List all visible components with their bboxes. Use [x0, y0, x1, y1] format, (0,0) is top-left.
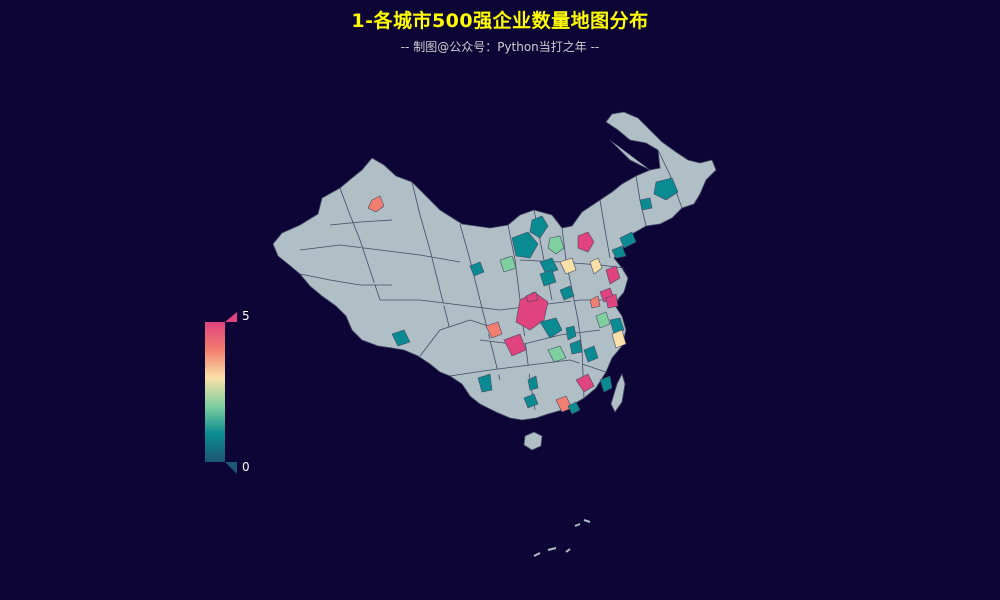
city-region-13[interactable]: [503, 333, 527, 357]
city-region-5[interactable]: [605, 265, 621, 285]
city-region-0[interactable]: [367, 195, 385, 213]
city-region-16[interactable]: [609, 317, 625, 335]
city-region-12[interactable]: [485, 321, 503, 339]
visual-map-max-handle[interactable]: [225, 312, 237, 322]
city-region-26[interactable]: [567, 401, 581, 415]
city-region-10[interactable]: [515, 291, 549, 331]
visual-map-legend: [205, 312, 237, 474]
city-region-18[interactable]: [525, 291, 539, 303]
city-region-39[interactable]: [611, 245, 627, 259]
city-region-24[interactable]: [523, 393, 539, 409]
city-region-35[interactable]: [569, 339, 583, 355]
visual-map-max-label: 5: [242, 309, 250, 323]
city-region-3[interactable]: [511, 231, 539, 259]
city-region-2[interactable]: [529, 215, 549, 239]
city-region-31[interactable]: [539, 269, 557, 287]
city-region-19[interactable]: [469, 261, 485, 277]
south-sea-islets: [533, 519, 591, 557]
city-region-38[interactable]: [589, 295, 601, 309]
city-region-17[interactable]: [559, 285, 575, 301]
city-region-22[interactable]: [547, 345, 567, 363]
city-region-23[interactable]: [575, 373, 595, 393]
city-region-34[interactable]: [583, 345, 599, 363]
city-region-32[interactable]: [391, 329, 411, 347]
mainland-china[interactable]: [272, 111, 717, 421]
visual-map-gradient-bar[interactable]: [205, 322, 225, 462]
city-region-33[interactable]: [499, 255, 517, 273]
city-region-20[interactable]: [611, 329, 627, 349]
city-region-9[interactable]: [619, 231, 637, 249]
city-region-11[interactable]: [539, 317, 563, 339]
city-region-1[interactable]: [577, 231, 595, 253]
taiwan-island[interactable]: [610, 372, 626, 413]
city-region-7[interactable]: [653, 177, 679, 201]
city-region-6[interactable]: [589, 257, 603, 275]
city-region-4[interactable]: [547, 235, 565, 255]
chart-title: 1-各城市500强企业数量地图分布: [351, 10, 649, 32]
hainan-island[interactable]: [523, 431, 543, 451]
city-region-21[interactable]: [477, 373, 493, 393]
city-region-29[interactable]: [539, 257, 559, 275]
visual-map-min-label: 0: [242, 460, 250, 474]
city-region-37[interactable]: [527, 375, 539, 391]
city-region-15[interactable]: [595, 311, 611, 329]
city-region-27[interactable]: [599, 375, 613, 393]
city-regions: [367, 177, 679, 415]
chart-subtitle: -- 制图@公众号：Python当打之年 --: [400, 40, 600, 54]
city-region-14[interactable]: [565, 325, 577, 341]
visual-map-min-handle[interactable]: [225, 462, 237, 474]
city-region-36[interactable]: [605, 293, 619, 309]
city-region-8[interactable]: [639, 197, 653, 211]
city-region-30[interactable]: [559, 257, 577, 275]
